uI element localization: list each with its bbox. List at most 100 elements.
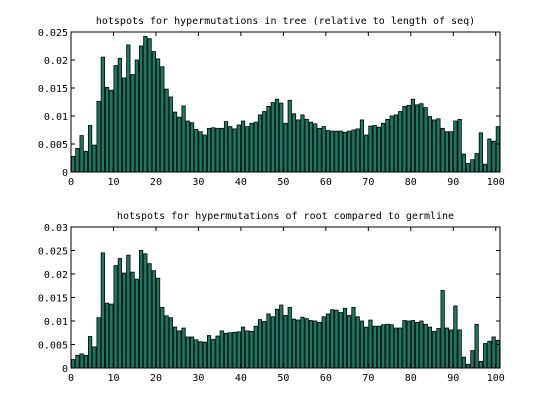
bar <box>470 350 475 369</box>
bar <box>126 254 131 369</box>
bar <box>304 318 309 369</box>
bar <box>406 320 411 369</box>
bar <box>134 59 139 173</box>
bar <box>474 153 479 173</box>
bar <box>419 320 424 369</box>
bar <box>155 58 161 173</box>
bar <box>415 104 420 173</box>
x-tick-label: 80 <box>405 177 417 188</box>
bar <box>75 148 80 173</box>
bar <box>164 88 169 173</box>
y-tick-label: 0.02 <box>44 56 68 67</box>
bar <box>427 116 433 173</box>
bar <box>168 317 173 369</box>
bar <box>92 346 97 369</box>
bar <box>270 316 275 369</box>
bar <box>364 326 369 369</box>
bar <box>236 331 241 369</box>
bar <box>100 252 105 369</box>
bar <box>296 119 301 173</box>
chart-title: hotspots for hypermutations in tree (rel… <box>96 16 475 27</box>
bar <box>185 120 190 173</box>
bar <box>228 332 233 369</box>
bar <box>423 323 428 369</box>
bar <box>79 353 84 369</box>
bar <box>419 103 424 173</box>
bar <box>483 163 488 173</box>
bar <box>330 130 335 173</box>
bar <box>168 96 173 173</box>
bar <box>266 313 271 369</box>
bar <box>232 331 237 369</box>
bar <box>185 336 190 369</box>
bar <box>249 122 254 173</box>
x-tick-label: 30 <box>192 373 204 384</box>
bar <box>376 325 382 369</box>
bar <box>389 324 394 369</box>
bar <box>389 115 394 173</box>
bar <box>432 119 437 173</box>
bar <box>444 131 450 173</box>
bar <box>130 74 135 173</box>
bar <box>223 332 229 369</box>
bar <box>177 330 182 369</box>
bar <box>283 314 288 369</box>
plot-frame <box>70 31 501 173</box>
bar <box>130 271 135 369</box>
bar <box>79 135 84 173</box>
x-tick-label: 10 <box>107 177 119 188</box>
bar <box>96 317 101 369</box>
bar <box>240 326 246 369</box>
bar <box>351 129 356 173</box>
bar <box>215 127 220 173</box>
bar <box>423 107 428 173</box>
bar <box>88 125 93 173</box>
bar <box>219 127 224 173</box>
bar <box>138 250 144 369</box>
bar <box>440 127 445 173</box>
bar <box>151 270 156 369</box>
bar <box>487 340 492 369</box>
x-tick-label: 100 <box>487 373 505 384</box>
bar <box>398 111 403 173</box>
bar <box>385 118 390 173</box>
bar <box>372 325 377 369</box>
bar <box>88 336 93 369</box>
bar <box>402 320 407 369</box>
bar <box>330 309 335 369</box>
bar <box>249 330 254 369</box>
bar <box>83 150 88 173</box>
bar <box>194 129 199 173</box>
bar <box>491 336 496 369</box>
bar <box>257 319 263 369</box>
x-tick-label: 80 <box>405 373 417 384</box>
bar <box>138 45 144 173</box>
bar <box>432 330 437 369</box>
bar <box>470 159 475 173</box>
bar <box>466 163 471 173</box>
bar <box>300 114 305 173</box>
x-tick-label: 40 <box>235 373 247 384</box>
bar <box>415 322 420 369</box>
bar <box>325 313 331 369</box>
bar <box>359 119 365 173</box>
y-tick-label: 0 <box>62 364 68 375</box>
bar <box>223 121 229 173</box>
bar <box>321 316 326 369</box>
bar <box>206 335 212 369</box>
bar <box>215 335 220 369</box>
bar <box>495 126 500 173</box>
bar <box>355 128 360 173</box>
y-tick-label: 0.01 <box>44 317 68 328</box>
bar <box>143 36 148 173</box>
bar <box>410 98 416 173</box>
bar <box>483 343 488 369</box>
x-tick-label: 70 <box>362 373 374 384</box>
bar <box>270 102 275 173</box>
y-tick-label: 0.015 <box>38 84 68 95</box>
bar <box>96 101 101 173</box>
bar <box>406 104 411 173</box>
bar <box>461 153 466 173</box>
x-tick-label: 40 <box>235 177 247 188</box>
bar <box>121 272 127 369</box>
